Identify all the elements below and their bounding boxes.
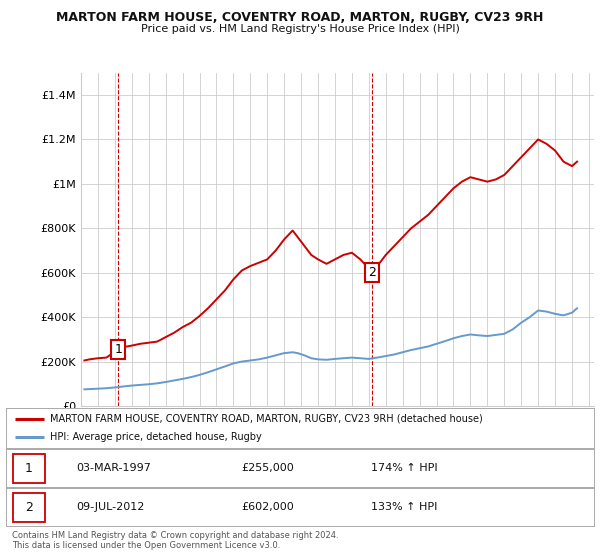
Text: 09-JUL-2012: 09-JUL-2012 (77, 502, 145, 512)
Text: 1: 1 (115, 343, 122, 356)
Text: £602,000: £602,000 (241, 502, 294, 512)
Text: £255,000: £255,000 (241, 463, 294, 473)
Text: 03-MAR-1997: 03-MAR-1997 (77, 463, 151, 473)
Text: Contains HM Land Registry data © Crown copyright and database right 2024.
This d: Contains HM Land Registry data © Crown c… (12, 531, 338, 550)
Text: 2: 2 (368, 266, 376, 279)
FancyBboxPatch shape (13, 493, 46, 522)
FancyBboxPatch shape (13, 454, 46, 483)
Text: HPI: Average price, detached house, Rugby: HPI: Average price, detached house, Rugb… (50, 432, 262, 442)
Text: 174% ↑ HPI: 174% ↑ HPI (371, 463, 437, 473)
Text: Price paid vs. HM Land Registry's House Price Index (HPI): Price paid vs. HM Land Registry's House … (140, 24, 460, 34)
Text: MARTON FARM HOUSE, COVENTRY ROAD, MARTON, RUGBY, CV23 9RH: MARTON FARM HOUSE, COVENTRY ROAD, MARTON… (56, 11, 544, 24)
Text: 1: 1 (25, 461, 33, 475)
Text: 133% ↑ HPI: 133% ↑ HPI (371, 502, 437, 512)
Text: 2: 2 (25, 501, 33, 514)
Text: MARTON FARM HOUSE, COVENTRY ROAD, MARTON, RUGBY, CV23 9RH (detached house): MARTON FARM HOUSE, COVENTRY ROAD, MARTON… (50, 414, 483, 424)
